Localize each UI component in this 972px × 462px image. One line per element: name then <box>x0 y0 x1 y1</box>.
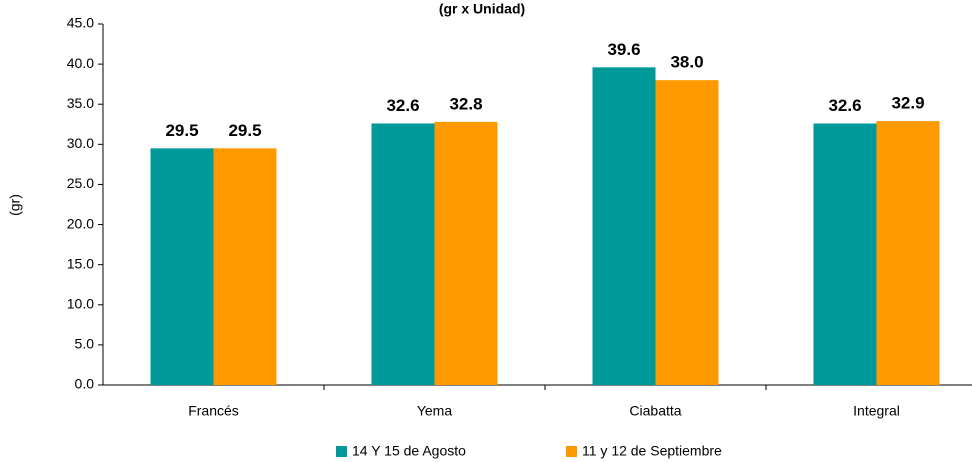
y-tick-label: 10.0 <box>67 295 94 311</box>
value-label: 32.6 <box>828 96 861 115</box>
bar <box>592 67 656 385</box>
x-tick-label: Yema <box>417 403 453 419</box>
value-label: 38.0 <box>670 53 703 72</box>
bar <box>434 121 498 386</box>
y-tick-label: 20.0 <box>67 215 94 231</box>
y-axis-label: (gr) <box>7 194 23 216</box>
legend-label: 14 Y 15 de Agosto <box>352 443 466 459</box>
bar <box>371 123 435 385</box>
legend-swatch <box>336 446 347 457</box>
y-tick-label: 30.0 <box>67 135 94 151</box>
y-tick-label: 35.0 <box>67 95 94 111</box>
legend-swatch <box>566 446 577 457</box>
x-tick-label: Integral <box>853 403 900 419</box>
x-tick-label: Francés <box>188 403 239 419</box>
value-label: 39.6 <box>607 40 640 59</box>
y-tick-label: 0.0 <box>75 376 95 392</box>
legend-label: 11 y 12 de Septiembre <box>582 443 722 459</box>
value-label: 32.8 <box>449 94 482 113</box>
y-tick-label: 45.0 <box>67 15 94 31</box>
y-tick-label: 15.0 <box>67 255 94 271</box>
value-label: 32.9 <box>891 94 924 113</box>
y-tick-label: 5.0 <box>75 336 95 352</box>
bar <box>876 121 940 386</box>
value-label: 29.5 <box>165 121 198 140</box>
y-tick-label: 40.0 <box>67 55 94 71</box>
bar <box>813 123 877 385</box>
chart-title: (gr x Unidad) <box>439 1 525 17</box>
bar <box>213 148 277 385</box>
x-tick-label: Ciabatta <box>629 403 681 419</box>
bar <box>655 80 719 386</box>
value-label: 29.5 <box>228 121 261 140</box>
value-label: 32.6 <box>386 96 419 115</box>
y-tick-label: 25.0 <box>67 175 94 191</box>
bar <box>150 148 214 385</box>
